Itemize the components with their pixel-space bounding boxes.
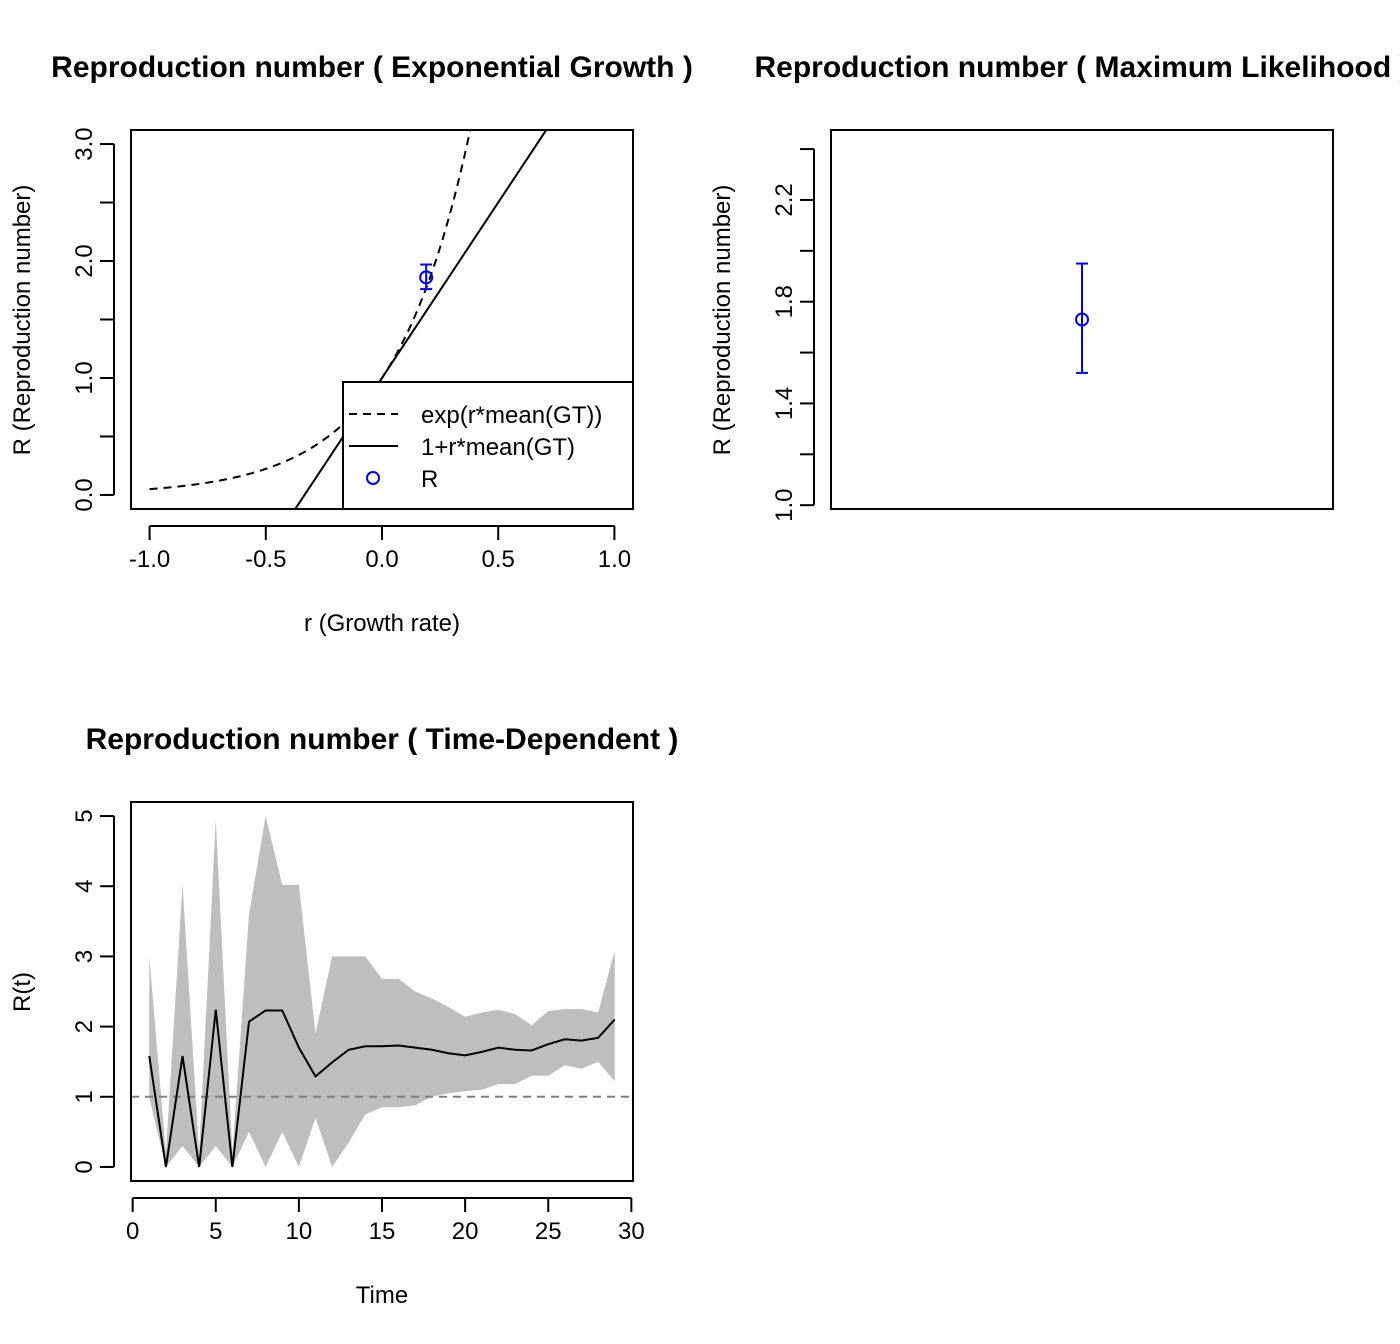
chart-title: Reproduction number ( Maximum Likelihood… <box>754 51 1400 84</box>
x-tick-label: 0.0 <box>365 546 398 573</box>
y-tick-label: 2.0 <box>71 244 98 277</box>
x-tick-label: 5 <box>209 1218 222 1245</box>
plot-area <box>149 130 548 509</box>
x-tick-label: 0 <box>126 1218 139 1245</box>
series-line-rt <box>148 1009 616 1168</box>
x-tick-label: 1.0 <box>598 546 631 573</box>
y-axis: 1.0 1.4 1.8 2.2 <box>771 148 815 522</box>
y-tick-label: 1.4 <box>771 387 798 420</box>
y-tick-label: 3.0 <box>71 127 98 160</box>
data-point <box>419 270 434 285</box>
plot-area <box>1075 262 1089 374</box>
y-tick-label: 0.0 <box>71 478 98 511</box>
y-tick-label: 3 <box>71 950 98 963</box>
plot-area <box>131 816 633 1168</box>
x-tick-label: 15 <box>369 1218 396 1245</box>
y-axis-label: R(t) <box>9 972 36 1012</box>
y-tick-label: 1.0 <box>71 361 98 394</box>
series-line-linear <box>294 130 548 509</box>
y-axis-label: R (Reproduction number) <box>709 185 736 456</box>
y-axis-label: R (Reproduction number) <box>9 185 36 456</box>
chart-title: Reproduction number ( Time-Dependent ) <box>86 723 679 756</box>
confidence-band <box>149 816 615 1167</box>
y-tick-label: 2.2 <box>771 183 798 216</box>
legend-label-linear: 1+r*mean(GT) <box>421 434 575 461</box>
legend-label-exp: exp(r*mean(GT)) <box>421 402 602 429</box>
legend-label-r: R <box>421 466 438 493</box>
x-tick-label: 0.5 <box>482 546 515 573</box>
panel-maximum-likelihood: Reproduction number ( Maximum Likelihood… <box>709 51 1400 522</box>
y-tick-label: 1.0 <box>771 488 798 521</box>
x-tick-label: -1.0 <box>129 546 170 573</box>
legend: exp(r*mean(GT)) 1+r*mean(GT) R <box>342 381 634 510</box>
panel-exponential-growth: Reproduction number ( Exponential Growth… <box>9 51 693 637</box>
y-tick-label: 0 <box>71 1160 98 1173</box>
plot-frame <box>830 129 1334 510</box>
chart-title: Reproduction number ( Exponential Growth… <box>51 51 693 84</box>
x-axis: -1.0 -0.5 0.0 0.5 1.0 <box>129 525 631 573</box>
y-axis: 0.0 1.0 2.0 3.0 <box>71 127 115 512</box>
y-tick-label: 1.8 <box>771 285 798 318</box>
x-axis-label: r (Growth rate) <box>304 610 460 637</box>
plot-frame <box>130 801 634 1182</box>
x-tick-label: 25 <box>535 1218 562 1245</box>
y-tick-label: 5 <box>71 809 98 822</box>
y-tick-label: 4 <box>71 880 98 893</box>
panel-time-dependent: Reproduction number ( Time-Dependent ) 0… <box>9 723 678 1309</box>
legend-key-r <box>366 471 380 485</box>
x-axis: 0 5 10 15 20 25 30 <box>126 1197 645 1245</box>
x-tick-label: 20 <box>452 1218 479 1245</box>
y-axis: 0 1 2 3 4 5 <box>71 809 115 1174</box>
x-tick-label: -0.5 <box>245 546 286 573</box>
x-tick-label: 10 <box>286 1218 313 1245</box>
y-tick-label: 2 <box>71 1020 98 1033</box>
data-point <box>1075 312 1089 327</box>
x-axis-label: Time <box>356 1282 408 1309</box>
x-tick-label: 30 <box>618 1218 645 1245</box>
y-tick-label: 1 <box>71 1090 98 1103</box>
